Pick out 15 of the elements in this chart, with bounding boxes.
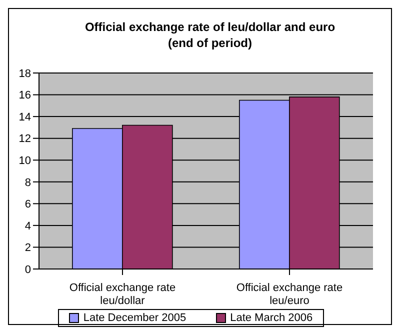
y-tick-label: 16 [18,90,31,102]
x-tick-label: Official exchange rate leu/euro [236,282,343,307]
y-tick-label: 10 [18,155,31,168]
legend-label: Late December 2005 [82,312,186,324]
chart-title: Official exchange rate of leu/dollar and euro (end of period) [84,19,336,51]
y-tick-label: 2 [24,242,31,254]
y-tick-label: 8 [24,176,31,189]
legend-label: Late March 2006 [229,312,313,324]
y-tick-label: 12 [18,133,31,146]
y-tick-label: 0 [24,264,31,276]
y-tick-label: 18 [18,68,31,80]
y-tick-label: 14 [18,111,31,124]
x-tick-label: Official exchange rate leu/dollar [69,282,176,307]
y-tick-label: 6 [24,198,31,211]
y-tick-label: 4 [24,220,31,232]
